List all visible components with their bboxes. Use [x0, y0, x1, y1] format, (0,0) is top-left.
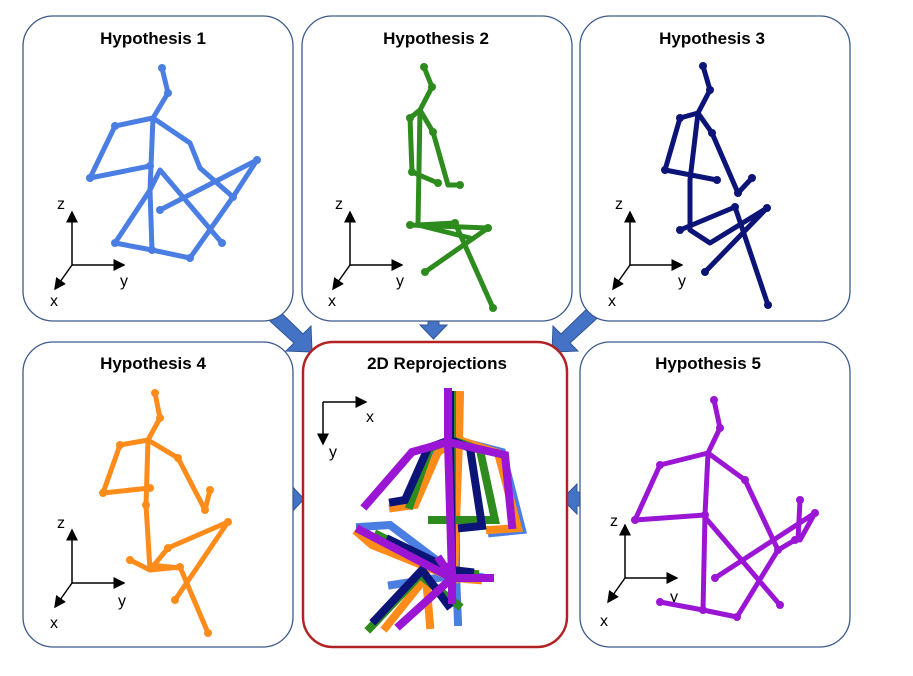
axis-label-x: x [600, 613, 608, 630]
axis-label-z: z [57, 196, 65, 213]
panel-title: Hypothesis 2 [383, 29, 489, 48]
axis-label-y: y [396, 273, 404, 290]
joints-hypothesis-3 [661, 62, 772, 309]
axis-label-x: x [50, 615, 58, 632]
joints-hypothesis-1 [86, 64, 261, 262]
joints-hypothesis-5 [631, 396, 819, 621]
panel-hypothesis-3: Hypothesis 3 z y x [579, 15, 851, 322]
panel-hypothesis-2: Hypothesis 2 z y x [301, 15, 573, 322]
axis-label-y: y [670, 589, 678, 606]
axes-icon [54, 210, 126, 291]
axes-icon [332, 210, 404, 291]
panel-title: Hypothesis 4 [100, 354, 206, 373]
panel-title: Hypothesis 3 [659, 29, 765, 48]
panel-hypothesis-1: Hypothesis 1 z y x [22, 15, 294, 322]
axes-icon [607, 523, 679, 604]
panel-title: Hypothesis 1 [100, 29, 206, 48]
panel-title: Hypothesis 5 [655, 354, 761, 373]
panel-hypothesis-4: Hypothesis 4 z y x [22, 341, 294, 648]
panel-title: 2D Reprojections [367, 354, 507, 373]
axis-label-z: z [335, 196, 343, 213]
axis-label-z: z [615, 196, 623, 213]
joints-hypothesis-4 [99, 389, 232, 637]
axis-label-x: x [328, 293, 336, 310]
axis-label-x: x [608, 293, 616, 310]
axis-label-x: x [50, 293, 58, 310]
axes-icon [317, 396, 368, 446]
joints-hypothesis-2 [406, 63, 497, 312]
axes-icon [612, 210, 684, 291]
panel-hypothesis-5: Hypothesis 5 z y x [579, 341, 851, 648]
axis-label-z: z [57, 515, 65, 532]
axis-label-y: y [120, 273, 128, 290]
axis-label-x: x [366, 409, 374, 426]
axes-icon [54, 528, 126, 609]
axis-label-z: z [610, 513, 618, 530]
axis-label-y: y [329, 444, 337, 461]
axis-label-y: y [118, 593, 126, 610]
axis-label-y: y [678, 273, 686, 290]
reprojection-purple [354, 388, 517, 631]
panel-2d-reprojections: 2D Reprojections x y [301, 340, 569, 649]
